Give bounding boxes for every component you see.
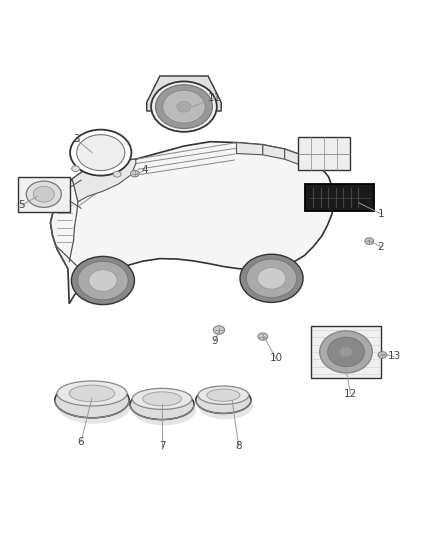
- Ellipse shape: [26, 181, 61, 207]
- Text: 1: 1: [378, 209, 385, 219]
- Text: 6: 6: [78, 437, 85, 447]
- Ellipse shape: [77, 135, 125, 171]
- Ellipse shape: [151, 82, 217, 132]
- FancyBboxPatch shape: [298, 138, 350, 170]
- Ellipse shape: [213, 326, 225, 334]
- Ellipse shape: [70, 130, 131, 175]
- Text: 7: 7: [159, 441, 166, 451]
- Text: 2: 2: [378, 242, 385, 252]
- Text: 10: 10: [269, 353, 283, 364]
- Ellipse shape: [320, 331, 372, 373]
- Ellipse shape: [89, 270, 117, 292]
- Ellipse shape: [132, 394, 196, 425]
- Ellipse shape: [130, 390, 194, 419]
- Ellipse shape: [55, 382, 129, 418]
- Ellipse shape: [162, 90, 205, 123]
- Ellipse shape: [177, 101, 191, 112]
- Text: 3: 3: [73, 134, 80, 144]
- Ellipse shape: [57, 387, 131, 424]
- Ellipse shape: [378, 352, 387, 358]
- Text: 5: 5: [18, 200, 25, 210]
- Ellipse shape: [143, 392, 181, 406]
- Ellipse shape: [198, 386, 249, 405]
- FancyBboxPatch shape: [18, 177, 70, 212]
- Polygon shape: [263, 145, 285, 159]
- Ellipse shape: [258, 333, 268, 340]
- FancyBboxPatch shape: [305, 184, 374, 211]
- Ellipse shape: [246, 259, 297, 297]
- Text: 9: 9: [211, 336, 218, 346]
- Polygon shape: [147, 76, 221, 111]
- Ellipse shape: [339, 346, 353, 357]
- Ellipse shape: [198, 391, 253, 419]
- Text: 12: 12: [344, 389, 357, 399]
- Polygon shape: [285, 149, 304, 167]
- FancyBboxPatch shape: [311, 326, 381, 378]
- Ellipse shape: [207, 389, 240, 401]
- Text: 11: 11: [208, 93, 221, 103]
- Polygon shape: [72, 159, 136, 201]
- Ellipse shape: [33, 187, 54, 202]
- Ellipse shape: [258, 268, 286, 289]
- Ellipse shape: [78, 261, 128, 300]
- Ellipse shape: [240, 254, 303, 302]
- Ellipse shape: [155, 85, 212, 128]
- Ellipse shape: [132, 389, 192, 409]
- Ellipse shape: [328, 337, 364, 367]
- Ellipse shape: [196, 387, 251, 414]
- Ellipse shape: [72, 166, 80, 172]
- Text: 4: 4: [141, 165, 148, 175]
- Ellipse shape: [71, 256, 134, 304]
- Ellipse shape: [69, 385, 115, 402]
- Ellipse shape: [113, 172, 121, 177]
- Ellipse shape: [131, 171, 139, 177]
- Ellipse shape: [57, 381, 127, 406]
- Text: 8: 8: [235, 441, 242, 451]
- Polygon shape: [237, 142, 263, 155]
- Ellipse shape: [365, 238, 374, 245]
- Text: 13: 13: [388, 351, 401, 361]
- Polygon shape: [50, 142, 334, 304]
